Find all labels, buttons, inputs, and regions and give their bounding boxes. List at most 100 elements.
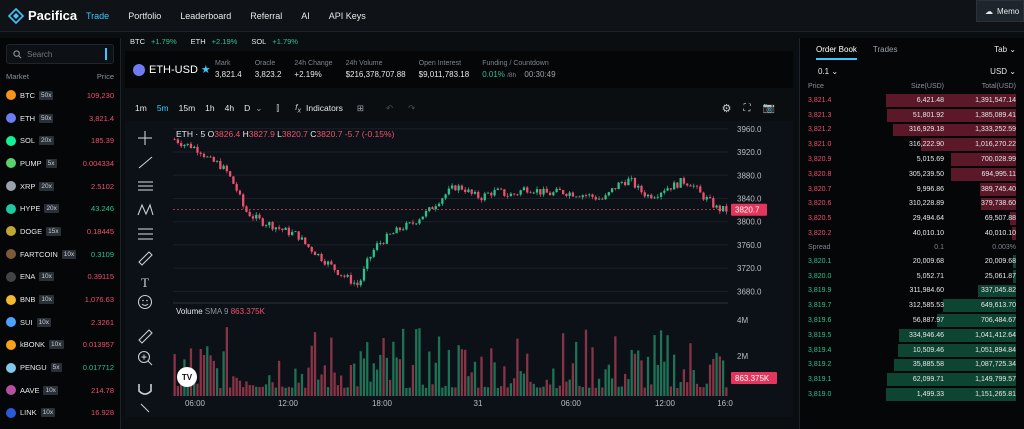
tradingview-logo-icon[interactable] — [177, 367, 197, 387]
candle-body — [607, 192, 610, 196]
layout-select[interactable]: Tab ⌄ — [994, 44, 1016, 54]
pattern-icon[interactable] — [137, 203, 154, 216]
timeframe-5m[interactable]: 5m — [156, 103, 169, 113]
timeframe-D[interactable]: D — [244, 103, 251, 113]
volume-bar — [313, 332, 317, 396]
market-row-hype[interactable]: HYPE 20x 43.246 — [0, 197, 120, 220]
emoji-icon[interactable] — [137, 294, 153, 310]
bid-row[interactable]: 3,819.9 311,984.60 337,045.82 — [800, 284, 1024, 299]
ask-row[interactable]: 3,820.7 9,996.86 389,745.40 — [800, 182, 1024, 197]
candle-style-icon[interactable]: ⫿ — [276, 102, 280, 113]
bid-row[interactable]: 3,819.6 56,887.97 706,484.67 — [800, 313, 1024, 328]
ruler-icon[interactable] — [138, 329, 153, 344]
crosshair-icon[interactable] — [138, 131, 152, 145]
candle-body — [477, 191, 480, 198]
tab-trades[interactable]: Trades — [872, 44, 898, 54]
market-row-ena[interactable]: ENA 10x 0.39115 — [0, 266, 120, 289]
bid-row[interactable]: 3,819.5 334,946.46 1,041,412.64 — [800, 328, 1024, 343]
market-row-fartcoin[interactable]: FARTCOIN 10x 0.3109 — [0, 243, 120, 266]
candlestick-chart[interactable]: 3960.0 3920.0 3880.0 3840.0 3800.0 3760.0 3720… — [125, 121, 793, 417]
nav-ai[interactable]: AI — [301, 10, 310, 21]
timeframe-1h[interactable]: 1h — [205, 103, 215, 113]
bid-row[interactable]: 3,819.2 35,885.58 1,087,725.34 — [800, 358, 1024, 373]
pair-selector[interactable]: ETH-USD ★ — [133, 63, 215, 76]
brush-icon[interactable] — [138, 251, 153, 266]
market-row-xrp[interactable]: XRP 20x 2.5102 — [0, 175, 120, 198]
market-row-sui[interactable]: SUI 10x 2.3261 — [0, 311, 120, 334]
pair-name: ETH-USD — [149, 63, 198, 76]
order-size: 10,509.46 — [912, 346, 944, 354]
volume-bar — [238, 380, 242, 396]
market-row-btc[interactable]: BTC 50x 109,230 — [0, 84, 120, 107]
bid-row[interactable]: 3,819.7 312,585.53 649,613.70 — [800, 298, 1024, 313]
order-total: 1,051,894.84 — [975, 346, 1016, 354]
nav-referral[interactable]: Referral — [250, 10, 283, 21]
favorite-star-icon[interactable]: ★ — [200, 64, 211, 76]
redo-icon[interactable]: ↷ — [408, 102, 416, 113]
market-row-pump[interactable]: PUMP 5x 0.004334 — [0, 152, 120, 175]
camera-icon[interactable]: 📷 — [762, 102, 775, 114]
text-tool-icon[interactable]: T — [141, 275, 149, 290]
market-row-pengu[interactable]: PENGU 5x 0.017712 — [0, 356, 120, 379]
candle-body — [411, 222, 415, 224]
market-row-link[interactable]: LINK 10x 16.928 — [0, 402, 120, 425]
trend-line-icon[interactable] — [138, 156, 153, 169]
magnet-icon[interactable] — [138, 384, 152, 395]
bid-row[interactable]: 3,819.0 1,499.33 1,151,265.81 — [800, 387, 1024, 402]
market-row-bnb[interactable]: BNB 10x 1,076.63 — [0, 288, 120, 311]
bid-row[interactable]: 3,819.4 10,509.46 1,051,894.84 — [800, 343, 1024, 358]
nav-leaderboard[interactable]: Leaderboard — [180, 10, 232, 21]
bid-row[interactable]: 3,820.0 5,052.71 25,061.87 — [800, 269, 1024, 284]
market-row-eth[interactable]: ETH 50x 3,821.4 — [0, 107, 120, 130]
lock-icon[interactable] — [140, 403, 150, 413]
stat-label: Mark — [215, 60, 231, 67]
ask-row[interactable]: 3,820.2 40,010.10 40,010.10 — [800, 226, 1024, 241]
nav-trade[interactable]: Trade — [86, 10, 110, 21]
market-row-doge[interactable]: DOGE 15x 0.18445 — [0, 220, 120, 243]
timeframe-1m[interactable]: 1m — [135, 103, 147, 113]
volume-bar — [486, 387, 490, 396]
layout-grid-icon[interactable]: ⊞ — [356, 102, 365, 113]
indicators-button[interactable]: Indicators — [306, 103, 343, 113]
ask-row[interactable]: 3,820.5 29,494.64 69,507.88 — [800, 211, 1024, 226]
nav-api-keys[interactable]: API Keys — [328, 10, 366, 21]
bid-row[interactable]: 3,820.1 20,009.68 20,009.68 — [800, 254, 1024, 269]
brand-logo[interactable]: Pacifica — [8, 7, 86, 24]
fib-icon[interactable] — [138, 228, 153, 240]
ask-row[interactable]: 3,821.0 316,222.90 1,016,270.22 — [800, 137, 1024, 152]
timeframe-4h[interactable]: 4h — [224, 103, 235, 113]
fullscreen-icon[interactable]: ⛶ — [743, 102, 751, 114]
market-row-sol[interactable]: SOL 20x 185.39 — [0, 129, 120, 152]
ask-row[interactable]: 3,820.6 310,228.89 379,738.60 — [800, 197, 1024, 212]
market-row-aave[interactable]: AAVE 10x 214.78 — [0, 379, 120, 402]
volume-bar — [565, 381, 568, 396]
order-price: 3,820.8 — [808, 170, 832, 178]
timeframe-dropdown-icon[interactable]: ⌄ — [255, 102, 263, 113]
search-input[interactable]: Search — [6, 44, 114, 64]
ask-row[interactable]: 3,820.9 5,015.69 700,028.99 — [800, 152, 1024, 167]
market-price: 0.013957 — [82, 340, 114, 350]
function-icon[interactable]: fx — [295, 101, 302, 115]
ask-row[interactable]: 3,821.4 6,421.48 1,391,547.14 — [800, 93, 1024, 108]
settings-gear-icon[interactable]: ⚙ — [721, 102, 732, 115]
candle-body — [330, 261, 333, 265]
unit-select[interactable]: USD ⌄ — [990, 66, 1016, 76]
undo-icon[interactable]: ↶ — [386, 102, 394, 113]
candle-body — [447, 188, 451, 195]
memo-button[interactable]: ☁ Memo — [976, 0, 1024, 22]
market-row-kbonk[interactable]: kBONK 10x 0.013957 — [0, 334, 120, 357]
tab-order-book[interactable]: Order Book — [816, 45, 857, 60]
timeframe-15m[interactable]: 15m — [178, 103, 196, 113]
ask-row[interactable]: 3,821.3 51,801.92 1,385,089.41 — [800, 108, 1024, 123]
horizontal-lines-icon[interactable] — [138, 181, 153, 191]
ask-row[interactable]: 3,821.2 316,929.18 1,333,252.59 — [800, 123, 1024, 138]
nav-portfolio[interactable]: Portfolio — [128, 10, 162, 21]
bid-row[interactable]: 3,819.1 62,099.71 1,149,799.57 — [800, 372, 1024, 387]
candle-body — [300, 237, 304, 240]
precision-select[interactable]: 0.1 ⌄ — [818, 66, 839, 76]
zoom-in-icon[interactable] — [137, 350, 153, 366]
spread-percent: 0.003% — [992, 243, 1016, 251]
price-chart[interactable]: T 3960.0 3920.0 3880.0 3840.0 3800.0 3760.0 37… — [125, 121, 793, 417]
candle-body — [258, 214, 261, 219]
ask-row[interactable]: 3,820.8 305,239.50 694,995.11 — [800, 167, 1024, 182]
